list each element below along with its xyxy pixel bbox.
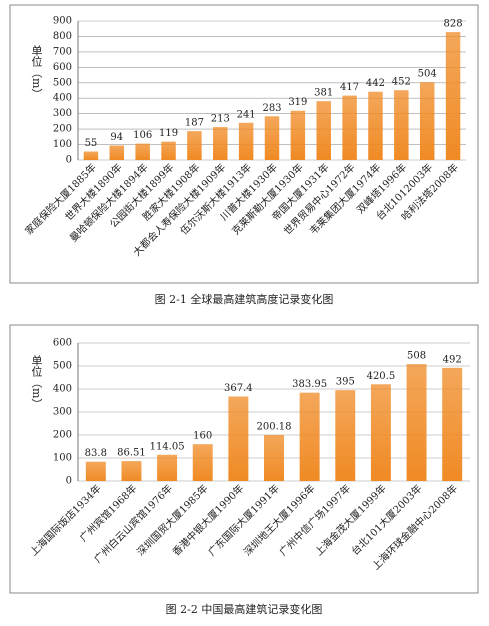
bar — [135, 143, 150, 160]
data-label: 367.4 — [224, 383, 253, 394]
caption: 图 2-1 全球最高建筑高度记录变化图 — [155, 292, 334, 306]
y-axis-label: 单位（m） — [30, 355, 43, 410]
bar — [192, 444, 213, 481]
data-label: 504 — [418, 69, 437, 80]
data-label: 119 — [159, 128, 178, 139]
data-label: 452 — [392, 77, 411, 88]
y-tick-label: 100 — [53, 139, 72, 150]
bar — [121, 461, 142, 481]
data-label: 395 — [336, 377, 355, 388]
bar — [316, 101, 331, 160]
y-tick-label: 0 — [66, 155, 72, 166]
y-tick-label: 500 — [53, 361, 72, 372]
data-label: 492 — [443, 354, 462, 365]
y-tick-label: 200 — [53, 124, 72, 135]
data-label: 86.51 — [117, 448, 146, 459]
bar — [109, 145, 125, 160]
y-tick-label: 200 — [53, 430, 72, 441]
data-label: 420.5 — [367, 371, 396, 382]
data-label: 383.95 — [292, 379, 327, 390]
data-label: 241 — [237, 109, 256, 120]
bar — [290, 110, 306, 160]
bar — [161, 141, 176, 160]
y-tick-label: 500 — [53, 77, 72, 88]
x-tick-label: 上海国际饭店1934年 — [27, 482, 104, 559]
data-label: 828 — [444, 19, 463, 30]
bar — [368, 91, 383, 160]
bar — [342, 95, 357, 160]
bar — [157, 454, 178, 481]
data-label: 106 — [133, 130, 152, 141]
bar — [264, 434, 284, 481]
bar — [419, 82, 435, 160]
data-label: 283 — [262, 103, 281, 114]
data-label: 55 — [85, 138, 98, 149]
bar — [83, 151, 99, 160]
y-tick-label: 700 — [53, 46, 72, 57]
caption: 图 2-2 中国最高建筑记录变化图 — [166, 602, 323, 616]
y-tick-label: 0 — [66, 476, 72, 487]
data-label: 213 — [211, 114, 230, 125]
bar — [85, 461, 106, 481]
y-tick-label: 100 — [53, 453, 72, 464]
y-tick-label: 400 — [53, 93, 72, 104]
data-label: 319 — [288, 97, 307, 108]
bar — [299, 392, 320, 481]
data-label: 160 — [193, 431, 212, 442]
bar — [370, 384, 391, 481]
y-tick-label: 900 — [53, 16, 72, 27]
bar — [442, 367, 463, 481]
data-label: 114.05 — [150, 441, 185, 452]
data-label: 417 — [340, 82, 359, 93]
y-tick-label: 300 — [53, 108, 72, 119]
bar — [394, 90, 409, 160]
bar — [213, 127, 228, 160]
chart-frame — [9, 4, 479, 284]
data-label: 83.8 — [85, 448, 107, 459]
y-tick-label: 800 — [53, 31, 72, 42]
bar — [238, 122, 254, 160]
chart-frame — [9, 324, 479, 594]
data-label: 200.18 — [257, 421, 292, 432]
bar — [445, 32, 461, 161]
y-tick-label: 400 — [53, 384, 72, 395]
data-label: 508 — [407, 351, 426, 362]
y-axis-label: 单位（m） — [30, 45, 43, 100]
data-label: 381 — [314, 88, 333, 99]
data-label: 442 — [366, 78, 385, 89]
bar — [187, 131, 202, 160]
data-label: 94 — [110, 132, 123, 143]
y-tick-label: 600 — [53, 62, 72, 73]
data-label: 187 — [185, 118, 204, 129]
y-tick-label: 300 — [53, 407, 72, 418]
bar — [406, 364, 427, 481]
bar — [264, 116, 280, 160]
y-tick-label: 600 — [53, 338, 72, 349]
bar — [335, 390, 356, 481]
bar — [228, 396, 249, 481]
